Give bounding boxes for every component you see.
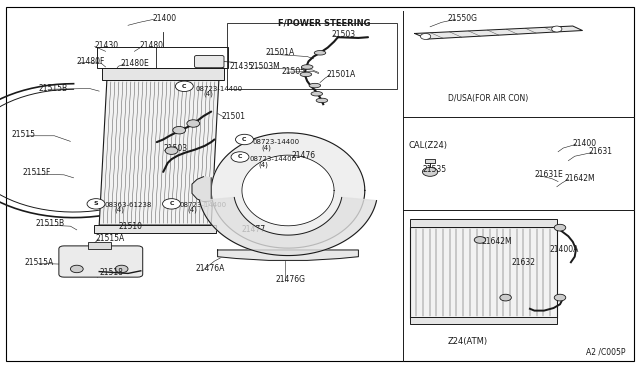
Text: (4): (4) [261, 144, 271, 151]
Text: 21501A: 21501A [326, 70, 356, 79]
Text: 21503M: 21503M [250, 62, 280, 71]
Bar [410, 317, 557, 324]
Text: (4): (4) [258, 161, 268, 168]
Polygon shape [102, 68, 224, 80]
Text: S: S [93, 201, 99, 206]
Text: A2 /C005P: A2 /C005P [586, 347, 626, 356]
Text: 21476G: 21476G [275, 275, 305, 284]
Text: (4): (4) [188, 206, 197, 213]
Text: 21503: 21503 [163, 144, 188, 153]
Circle shape [554, 224, 566, 231]
Polygon shape [192, 177, 211, 202]
Circle shape [554, 294, 566, 301]
Text: 21515F: 21515F [22, 169, 51, 177]
Circle shape [422, 167, 438, 176]
Text: CAL(Z24): CAL(Z24) [408, 141, 447, 150]
Ellipse shape [309, 83, 321, 88]
Circle shape [163, 199, 180, 209]
Text: 21400: 21400 [152, 14, 177, 23]
Bar [88, 242, 111, 249]
Circle shape [87, 199, 105, 209]
Polygon shape [415, 26, 582, 39]
Polygon shape [99, 80, 219, 225]
Circle shape [231, 152, 249, 162]
Text: 21430: 21430 [95, 41, 119, 50]
Circle shape [165, 147, 178, 154]
Text: 21510: 21510 [118, 222, 143, 231]
Ellipse shape [314, 51, 326, 55]
Text: 21435: 21435 [229, 62, 253, 71]
Text: 08363-61238: 08363-61238 [104, 202, 152, 208]
Text: 21476A: 21476A [195, 264, 225, 273]
Text: C: C [237, 154, 243, 160]
Polygon shape [94, 225, 216, 233]
Text: Z24(ATM): Z24(ATM) [448, 337, 488, 346]
Circle shape [236, 134, 253, 145]
Text: 21518: 21518 [99, 268, 123, 277]
Ellipse shape [316, 98, 328, 103]
Text: 21505: 21505 [282, 67, 306, 76]
Text: 21631: 21631 [589, 147, 613, 156]
Text: D/USA(FOR AIR CON): D/USA(FOR AIR CON) [448, 94, 528, 103]
Bar [425, 159, 435, 163]
Ellipse shape [300, 72, 312, 77]
Circle shape [500, 294, 511, 301]
Text: 21400A: 21400A [549, 245, 579, 254]
Text: 08723-14400: 08723-14400 [253, 139, 300, 145]
Text: 21480E: 21480E [120, 59, 149, 68]
Text: (4): (4) [204, 90, 213, 97]
Text: 21631E: 21631E [534, 170, 563, 179]
Circle shape [175, 81, 193, 92]
Bar [410, 227, 557, 318]
Text: C: C [182, 84, 187, 89]
Polygon shape [211, 133, 365, 248]
Text: 21550G: 21550G [448, 14, 478, 23]
Text: 21515B: 21515B [35, 219, 65, 228]
Text: 08723-14400: 08723-14400 [250, 156, 297, 162]
Text: 21642M: 21642M [481, 237, 512, 246]
Text: 21501A: 21501A [266, 48, 295, 57]
Bar [227, 23, 397, 89]
Ellipse shape [301, 65, 313, 69]
Text: 21501: 21501 [221, 112, 246, 121]
Text: 08723-14400: 08723-14400 [195, 86, 243, 92]
Polygon shape [218, 250, 358, 260]
Circle shape [420, 33, 431, 39]
Circle shape [173, 126, 186, 134]
Circle shape [187, 120, 200, 127]
Text: F/POWER STEERING: F/POWER STEERING [278, 19, 371, 28]
Text: 08723-14400: 08723-14400 [179, 202, 227, 208]
Text: 21476: 21476 [291, 151, 316, 160]
FancyBboxPatch shape [59, 246, 143, 277]
Text: 21480F: 21480F [77, 57, 105, 66]
Text: (4): (4) [114, 206, 124, 213]
Text: 21503: 21503 [332, 30, 356, 39]
Text: 21515: 21515 [12, 130, 35, 139]
Text: 21515A: 21515A [96, 234, 125, 243]
Bar [97, 46, 228, 68]
Text: 21515A: 21515A [24, 258, 54, 267]
Circle shape [70, 265, 83, 273]
Text: 21535: 21535 [422, 165, 447, 174]
Text: 21515B: 21515B [38, 84, 68, 93]
Text: C: C [242, 137, 247, 142]
Text: 21632: 21632 [512, 258, 536, 267]
Circle shape [552, 26, 562, 32]
Text: C: C [169, 201, 174, 206]
Text: 21480: 21480 [140, 41, 164, 50]
Bar [410, 219, 557, 227]
Polygon shape [200, 198, 376, 256]
Text: 21642M: 21642M [564, 174, 595, 183]
Polygon shape [242, 155, 334, 226]
FancyBboxPatch shape [195, 55, 224, 68]
Text: 21400: 21400 [573, 139, 597, 148]
Text: 21477: 21477 [242, 225, 266, 234]
Circle shape [115, 265, 128, 273]
Ellipse shape [311, 92, 323, 96]
Circle shape [474, 237, 486, 243]
